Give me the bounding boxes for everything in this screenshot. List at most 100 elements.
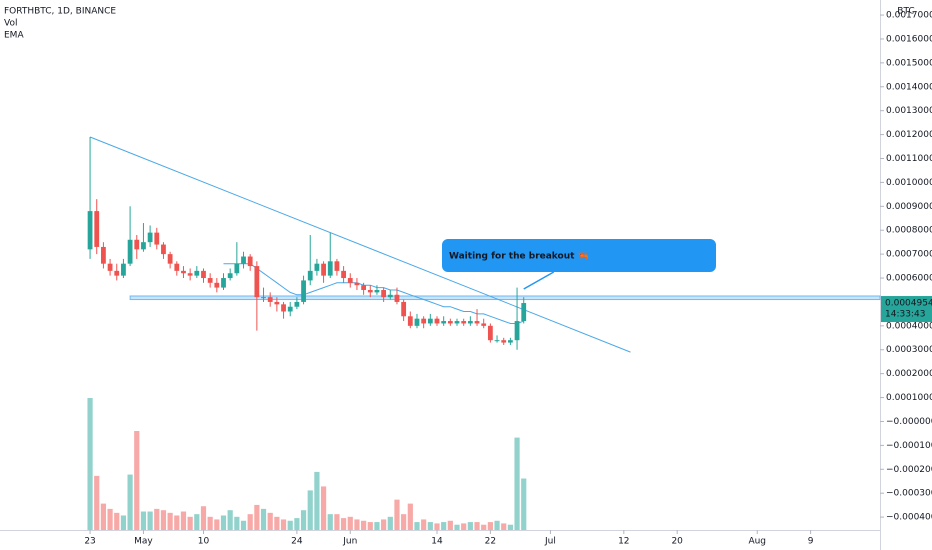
- x-tick-label: 20: [671, 537, 683, 547]
- candle-body: [501, 340, 507, 343]
- candle-body: [341, 270, 346, 279]
- volume-bar: [340, 518, 347, 530]
- candle-body: [154, 232, 160, 245]
- volume-bar: [214, 519, 220, 530]
- x-tick-label: Jun: [342, 537, 357, 547]
- candle-body: [121, 263, 126, 276]
- volume-bar: [447, 520, 453, 530]
- volume-bar: [494, 520, 500, 530]
- candle-body: [281, 304, 286, 312]
- y-tick-label: 0.0006000: [886, 274, 932, 284]
- y-tick-label: 0.0010000: [886, 178, 932, 188]
- volume-bar: [260, 508, 267, 530]
- candle-body: [127, 239, 133, 264]
- candle-body: [254, 266, 260, 298]
- volume-bar: [280, 519, 287, 530]
- volume-bar: [427, 522, 433, 530]
- candle-body: [141, 242, 146, 250]
- y-tick-label: −0.0003000: [886, 489, 932, 499]
- volume-bar: [220, 515, 227, 530]
- candle-body: [454, 321, 460, 324]
- volume-bar: [320, 486, 327, 530]
- volume-bar: [127, 474, 133, 530]
- candle-body: [241, 256, 246, 264]
- volume-bar: [374, 522, 380, 530]
- candle-body: [367, 289, 373, 293]
- volume-bar: [361, 520, 367, 530]
- price-tag: [881, 296, 932, 323]
- currency-label: BTC: [897, 7, 914, 17]
- candle-body: [201, 270, 206, 279]
- volume-bar: [347, 516, 353, 530]
- volume-bar: [407, 503, 413, 530]
- y-tick-label: 0.0017000: [886, 11, 932, 21]
- volume-bar: [387, 516, 393, 530]
- volume-bar: [234, 516, 240, 530]
- volume-bar: [140, 511, 147, 530]
- volume-bar: [441, 522, 447, 530]
- volume-bar: [461, 523, 467, 530]
- callout-pointer: [523, 271, 555, 290]
- candle-body: [147, 232, 153, 243]
- candle-body: [227, 273, 233, 279]
- volume-bar: [487, 522, 493, 530]
- x-tick-label: 22: [485, 537, 496, 547]
- candle-body: [187, 273, 193, 276]
- volume-bar: [274, 516, 280, 530]
- candle-body: [441, 321, 447, 324]
- x-tick-label: Aug: [748, 537, 766, 547]
- candle-body: [247, 256, 253, 267]
- volume-bar: [401, 514, 407, 530]
- y-tick-label: 0.0014000: [886, 82, 932, 92]
- price-tag-value: 0.0004954: [885, 299, 932, 309]
- candle-body: [381, 289, 387, 298]
- candle-body: [447, 321, 453, 324]
- candle-body: [307, 270, 313, 281]
- volume-bar: [501, 523, 507, 530]
- candle-body: [507, 340, 513, 343]
- candle-body: [327, 261, 333, 276]
- x-tick-label: 10: [198, 537, 210, 547]
- candle-body: [421, 318, 427, 324]
- candle-body: [221, 278, 226, 288]
- trendline: [89, 136, 631, 353]
- volume-bar: [314, 471, 320, 530]
- candle-body: [401, 301, 407, 317]
- volume-bar: [474, 522, 480, 530]
- volume-bar: [354, 519, 360, 530]
- volume-bar: [167, 512, 173, 530]
- volume-bar: [227, 510, 233, 530]
- candle-body: [294, 301, 300, 307]
- volume-bar: [267, 512, 273, 530]
- callout-box: [442, 239, 716, 272]
- volume-bar: [327, 514, 333, 530]
- y-tick-label: 0.0016000: [886, 34, 932, 44]
- candle-body: [467, 321, 473, 324]
- support-zone: [129, 295, 881, 301]
- y-tick-label: 0.0004000: [886, 321, 932, 331]
- x-tick-label: 9: [808, 537, 814, 547]
- volume-bar: [94, 475, 100, 530]
- candle-body: [181, 270, 186, 274]
- volume-bar: [521, 478, 527, 530]
- volume-bar: [381, 519, 387, 530]
- x-tick-label: 23: [84, 537, 95, 547]
- volume-legend: Vol: [4, 19, 17, 29]
- y-tick-label: 0.0003000: [886, 345, 932, 355]
- x-tick-label: 12: [618, 537, 629, 547]
- candle-body: [267, 297, 273, 302]
- candle-body: [494, 340, 500, 342]
- candle-body: [101, 246, 106, 264]
- candle-body: [314, 263, 320, 271]
- candle-body: [107, 263, 113, 271]
- candle-body: [361, 285, 367, 290]
- candle-body: [521, 303, 527, 322]
- y-tick-label: 0.0002000: [886, 369, 932, 379]
- candle-body: [414, 318, 420, 326]
- volume-bar: [154, 508, 160, 530]
- volume-bar: [100, 503, 107, 530]
- volume-bar: [434, 523, 440, 530]
- volume-bar: [454, 524, 460, 530]
- price-tag-countdown: 14:33:43: [885, 310, 925, 320]
